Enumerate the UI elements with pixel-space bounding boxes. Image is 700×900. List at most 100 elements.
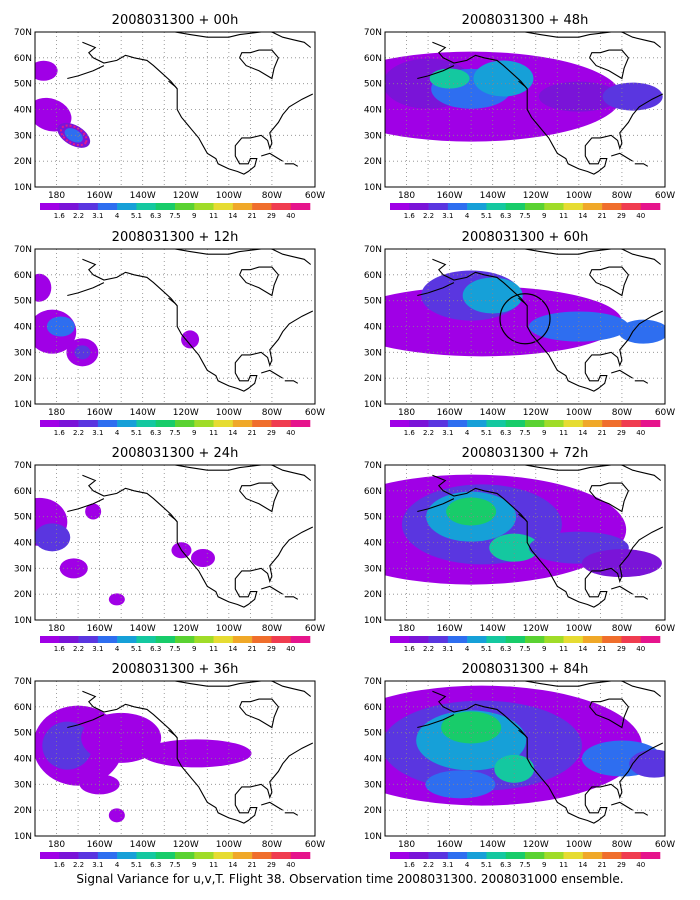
colorbar-label: 3.1 (442, 645, 453, 653)
colorbar-label: 40 (286, 212, 295, 220)
lat-tick-label: 50N (364, 297, 382, 307)
colorbar-swatch (544, 636, 564, 643)
colorbar-swatch (640, 852, 661, 859)
variance-field (385, 270, 665, 357)
colorbar-label: 9 (542, 212, 546, 220)
colorbar-label: 4 (465, 212, 470, 220)
colorbar-label: 9 (192, 212, 196, 220)
colorbar-swatch (409, 636, 429, 643)
lat-tick-label: 40N (14, 106, 32, 116)
colorbar-label: 1.6 (54, 645, 66, 653)
colorbar-swatch (390, 636, 410, 643)
lat-tick-label: 10N (364, 183, 382, 193)
lon-tick-label: 100W (566, 191, 592, 201)
colorbar-swatch (544, 420, 564, 427)
colorbar-swatch (78, 420, 99, 427)
colorbar-swatch (447, 636, 468, 643)
colorbar-swatch (155, 203, 176, 210)
colorbar-label: 6.3 (150, 212, 161, 220)
colorbar-label: 9 (542, 645, 546, 653)
colorbar-label: 14 (578, 645, 587, 653)
coastline (67, 32, 314, 175)
colorbar-label: 40 (636, 645, 645, 653)
lat-tick-label: 70N (364, 677, 382, 687)
colorbar-swatch (194, 420, 214, 427)
coastline (67, 681, 314, 824)
colorbar-swatch (563, 852, 584, 859)
variance-field (35, 60, 91, 148)
colorbar-label: 4 (115, 645, 120, 653)
gridlines (35, 249, 315, 404)
colorbar-label: 7.5 (519, 645, 530, 653)
lat-tick-label: 20N (364, 806, 382, 816)
colorbar-swatch (602, 203, 622, 210)
map-panel: 2008031300 + 24h 70N 60N 50N 40N 30N 20N 10N 180… (14, 446, 325, 653)
lon-tick-label: 100W (566, 624, 592, 634)
colorbar-label: 3.1 (92, 212, 103, 220)
lon-tick-label: 120W (173, 840, 199, 850)
colorbar-swatch (467, 203, 487, 210)
colorbar-label: 1.6 (404, 429, 416, 437)
lon-tick-label: 100W (566, 408, 592, 418)
lon-tick-label: 60W (655, 191, 675, 201)
lon-tick-label: 120W (173, 624, 199, 634)
colorbar-swatch (640, 636, 661, 643)
map-panel: 2008031300 + 84h 70N 60N 50N 40N 30N 20N 10N 180… (364, 662, 675, 869)
map-area (385, 249, 665, 404)
lon-tick-label: 160W (87, 191, 113, 201)
colorbar-swatch (621, 420, 642, 427)
colorbar-swatch (40, 852, 60, 859)
lat-tick-label: 10N (14, 183, 32, 193)
lon-tick-label: 60W (305, 840, 325, 850)
colorbar-swatch (117, 636, 137, 643)
map-area (385, 465, 665, 620)
colorbar-label: 29 (267, 212, 276, 220)
colorbar-swatch (136, 636, 157, 643)
lon-tick-label: 180 (398, 191, 415, 201)
colorbar-swatch (390, 420, 410, 427)
colorbar-label: 5.1 (481, 645, 492, 653)
colorbar-swatch (447, 203, 468, 210)
colorbar-swatch (428, 852, 449, 859)
colorbar-label: 4 (115, 212, 120, 220)
colorbar-swatch (621, 203, 642, 210)
colorbar-label: 4 (115, 429, 120, 437)
map-panel: 2008031300 + 12h 70N 60N 50N 40N 30N 20N 10N 180… (14, 230, 325, 437)
lon-tick-label: 60W (655, 408, 675, 418)
colorbar-label: 3.1 (92, 645, 103, 653)
colorbar-swatch (213, 420, 234, 427)
colorbar-swatch (175, 636, 195, 643)
colorbar-label: 2.2 (423, 212, 434, 220)
colorbar-swatch (117, 852, 137, 859)
lat-tick-label: 50N (14, 729, 32, 739)
colorbar-swatch (486, 636, 507, 643)
colorbar-swatch (232, 852, 253, 859)
colorbar-swatch (525, 636, 545, 643)
colorbar-swatch (252, 852, 272, 859)
colorbar-swatch (390, 203, 410, 210)
colorbar-swatch (525, 852, 545, 859)
gridlines (35, 681, 315, 836)
lon-tick-label: 140W (130, 191, 156, 201)
lon-tick-label: 100W (216, 408, 242, 418)
lat-tick-label: 20N (364, 157, 382, 167)
panel-title: 2008031300 + 24h (112, 446, 239, 461)
lon-tick-label: 120W (173, 191, 199, 201)
map-frame (34, 680, 316, 837)
colorbar-swatch (544, 203, 564, 210)
map-area (35, 681, 315, 836)
colorbar-swatch (602, 636, 622, 643)
colorbar-label: 2.2 (73, 212, 84, 220)
lat-tick-label: 40N (14, 539, 32, 549)
colorbar-label: 29 (617, 429, 626, 437)
colorbar-label: 7.5 (519, 429, 530, 437)
colorbar-swatch (97, 636, 118, 643)
colorbar-label: 2.2 (73, 429, 84, 437)
map-panel: 2008031300 + 36h 70N 60N 50N 40N 30N 20N 10N 180… (14, 662, 325, 869)
colorbar-label: 3.1 (442, 429, 453, 437)
lat-tick-label: 70N (14, 677, 32, 687)
colorbar-label: 1.6 (54, 429, 66, 437)
colorbar-label: 21 (598, 861, 607, 869)
gridlines (385, 465, 665, 620)
